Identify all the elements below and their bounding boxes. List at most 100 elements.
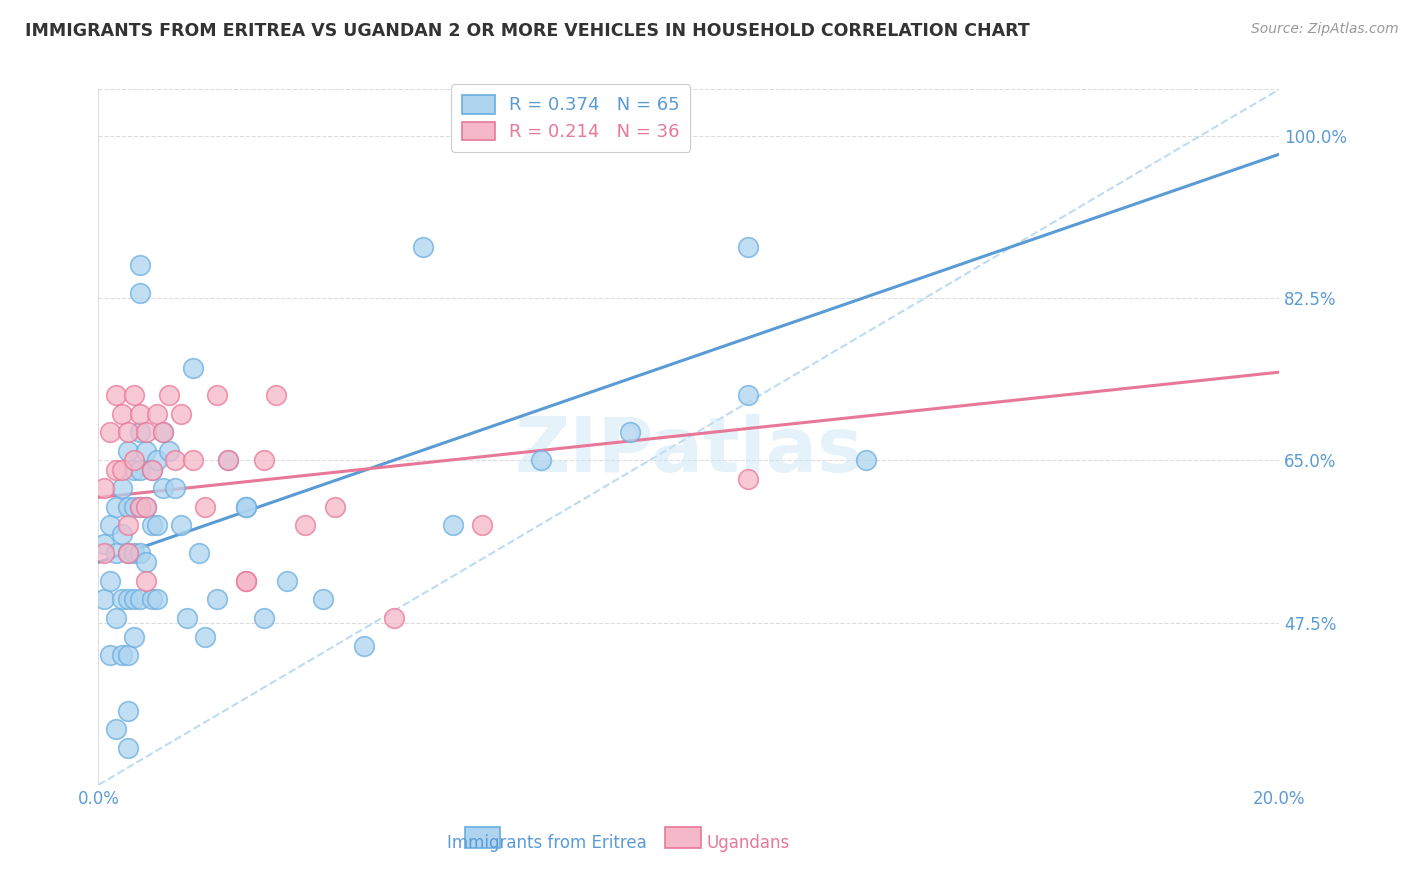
Point [235,574,257,588]
Point [205,592,228,607]
Point [165,453,187,467]
Point [135,574,157,588]
Point [122,500,145,514]
Point [146,407,169,421]
Point [276,574,298,588]
Point [737,240,759,254]
Point [117,740,139,755]
Point [98,518,121,533]
Point [128,592,150,607]
Point [93,592,115,607]
Point [122,630,145,644]
Point [181,360,204,375]
Point [141,462,163,476]
Point [122,453,145,467]
Point [122,388,145,402]
Point [855,453,877,467]
Legend: R = 0.374   N = 65, R = 0.214   N = 36: R = 0.374 N = 65, R = 0.214 N = 36 [451,85,690,152]
Point [619,425,641,440]
Point [93,537,115,551]
Point [165,481,187,495]
Point [111,462,134,476]
Point [187,546,209,560]
Point [152,425,174,440]
Point [235,500,257,514]
FancyBboxPatch shape [665,827,700,847]
Point [135,444,157,458]
Point [128,500,150,514]
Point [152,481,174,495]
Point [117,425,139,440]
Point [441,518,464,533]
Point [128,546,150,560]
Point [122,462,145,476]
Point [176,611,198,625]
Point [117,704,139,718]
Text: Immigrants from Eritrea: Immigrants from Eritrea [447,834,647,852]
Point [117,444,139,458]
Point [122,592,145,607]
Point [93,481,115,495]
Point [117,500,139,514]
Point [312,592,335,607]
Point [128,500,150,514]
Point [737,472,759,486]
Point [530,453,553,467]
Point [93,546,115,560]
Point [105,723,128,737]
Point [235,574,257,588]
Point [412,240,434,254]
Point [128,462,150,476]
Point [141,592,163,607]
Point [117,648,139,662]
FancyBboxPatch shape [464,827,501,847]
Point [264,388,287,402]
Point [105,611,128,625]
Point [253,453,276,467]
Point [135,555,157,569]
Text: Ugandans: Ugandans [706,834,790,852]
Point [737,388,759,402]
Point [217,453,239,467]
Point [105,462,128,476]
Point [181,453,204,467]
Point [128,407,150,421]
Text: IMMIGRANTS FROM ERITREA VS UGANDAN 2 OR MORE VEHICLES IN HOUSEHOLD CORRELATION C: IMMIGRANTS FROM ERITREA VS UGANDAN 2 OR … [25,22,1031,40]
Point [122,546,145,560]
Point [157,388,180,402]
Point [111,481,134,495]
Point [157,444,180,458]
Point [111,648,134,662]
Point [146,592,169,607]
Text: Source: ZipAtlas.com: Source: ZipAtlas.com [1251,22,1399,37]
Point [141,518,163,533]
Point [146,453,169,467]
Point [117,518,139,533]
Point [141,462,163,476]
Point [152,425,174,440]
Text: ZIPatlas: ZIPatlas [515,414,863,488]
Point [105,388,128,402]
Point [117,546,139,560]
Point [253,611,276,625]
Point [111,592,134,607]
Point [294,518,316,533]
Point [170,518,193,533]
Point [128,286,150,301]
Point [205,388,228,402]
Point [111,527,134,541]
Point [194,630,217,644]
Point [111,407,134,421]
Point [98,425,121,440]
Point [323,500,346,514]
Point [128,259,150,273]
Point [471,518,494,533]
Point [135,500,157,514]
Point [235,500,257,514]
Point [117,592,139,607]
Point [98,648,121,662]
Point [170,407,193,421]
Point [117,546,139,560]
Point [135,500,157,514]
Point [98,574,121,588]
